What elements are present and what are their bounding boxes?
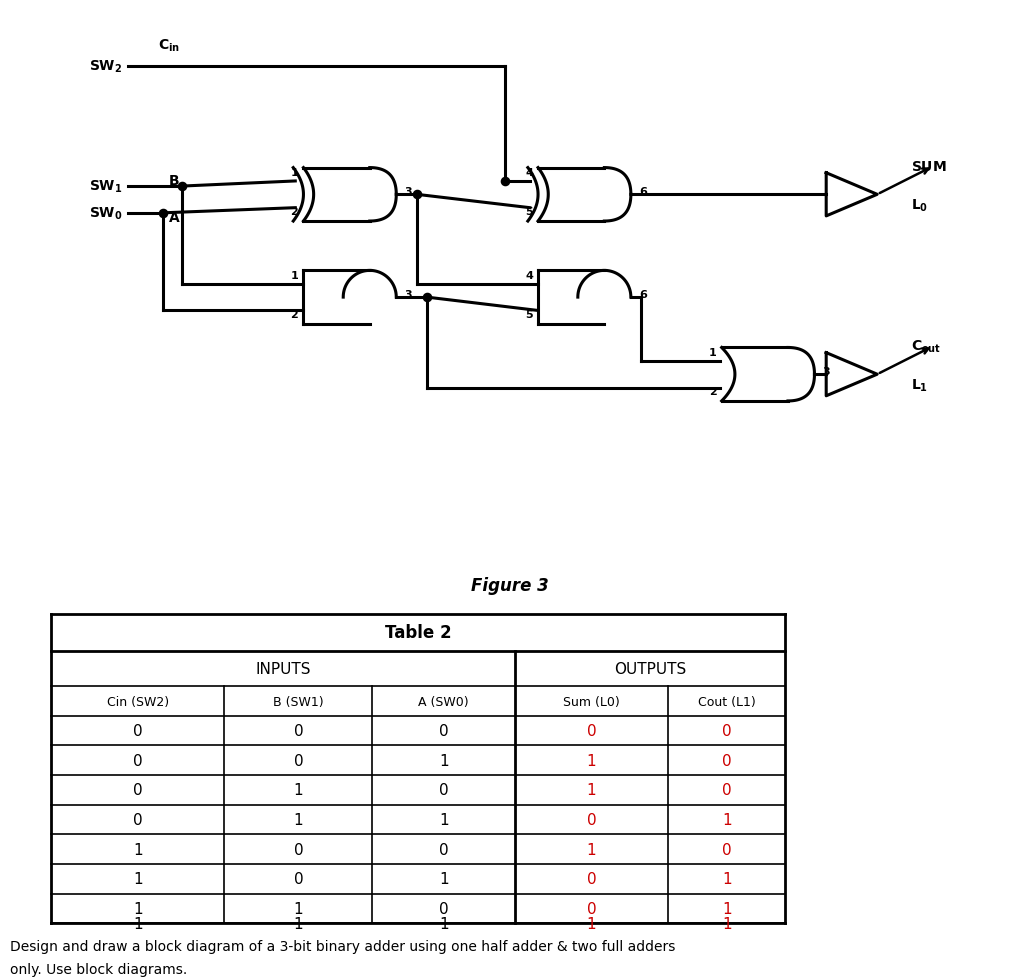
Text: $\mathbf{SW_1}$: $\mathbf{SW_1}$ [89, 179, 122, 195]
Point [409, 188, 425, 203]
Text: 1: 1 [586, 782, 596, 798]
Text: 1: 1 [132, 871, 143, 886]
Text: 0: 0 [438, 782, 448, 798]
Text: 0: 0 [586, 901, 596, 916]
Text: 4: 4 [525, 167, 533, 178]
Text: 0: 0 [438, 901, 448, 916]
Text: 1: 1 [132, 915, 143, 931]
Text: 1: 1 [438, 871, 448, 886]
Text: 1: 1 [438, 812, 448, 827]
Text: 1: 1 [438, 915, 448, 931]
Text: 6: 6 [638, 187, 646, 198]
Text: only. Use block diagrams.: only. Use block diagrams. [10, 962, 187, 976]
Point [419, 290, 435, 306]
Text: 0: 0 [293, 842, 303, 857]
Text: $\mathbf{C_{in}}$: $\mathbf{C_{in}}$ [158, 38, 180, 55]
Text: 1: 1 [290, 167, 299, 178]
Text: 0: 0 [586, 812, 596, 827]
Text: 0: 0 [438, 842, 448, 857]
Text: 1: 1 [586, 842, 596, 857]
Text: 0: 0 [586, 871, 596, 886]
Text: $\mathbf{L_1}$: $\mathbf{L_1}$ [910, 377, 927, 393]
Text: 1: 1 [721, 915, 731, 931]
Text: 1: 1 [721, 812, 731, 827]
Text: Cin (SW2): Cin (SW2) [107, 694, 168, 708]
Text: 6: 6 [638, 289, 646, 300]
Text: 0: 0 [293, 871, 303, 886]
Text: Figure 3: Figure 3 [471, 576, 548, 595]
Text: 0: 0 [438, 724, 448, 738]
Text: 1: 1 [290, 270, 299, 281]
Point [155, 205, 171, 221]
Text: Cout (L1): Cout (L1) [697, 694, 755, 708]
Text: $\mathbf{A}$: $\mathbf{A}$ [168, 210, 180, 225]
Text: 1: 1 [132, 842, 143, 857]
Text: 0: 0 [132, 753, 143, 768]
Text: 2: 2 [290, 206, 299, 216]
Text: 1: 1 [293, 812, 303, 827]
Text: 1: 1 [721, 901, 731, 916]
Text: 1: 1 [293, 901, 303, 916]
Text: 3: 3 [405, 289, 412, 300]
Text: $\mathbf{SUM}$: $\mathbf{SUM}$ [910, 159, 946, 173]
Text: 0: 0 [721, 842, 731, 857]
Text: INPUTS: INPUTS [255, 661, 311, 677]
Text: 0: 0 [132, 812, 143, 827]
Text: $\mathbf{C_{out}}$: $\mathbf{C_{out}}$ [910, 337, 941, 354]
Text: 0: 0 [293, 753, 303, 768]
Text: 1: 1 [293, 782, 303, 798]
Text: 5: 5 [525, 206, 533, 216]
Text: $\mathbf{B}$: $\mathbf{B}$ [168, 174, 179, 188]
Text: 1: 1 [132, 901, 143, 916]
Text: 1: 1 [708, 347, 716, 357]
Text: 4: 4 [525, 270, 533, 281]
Text: 5: 5 [525, 309, 533, 319]
Text: Table 2: Table 2 [384, 624, 451, 642]
Point [497, 174, 513, 190]
Text: 1: 1 [586, 915, 596, 931]
Text: 0: 0 [721, 753, 731, 768]
Text: 0: 0 [132, 782, 143, 798]
Text: A (SW0): A (SW0) [418, 694, 469, 708]
Text: 2: 2 [708, 386, 716, 396]
Text: 1: 1 [721, 871, 731, 886]
Text: 0: 0 [721, 782, 731, 798]
Text: 2: 2 [290, 309, 299, 319]
Text: B (SW1): B (SW1) [273, 694, 323, 708]
Text: OUTPUTS: OUTPUTS [613, 661, 686, 677]
Text: 1: 1 [438, 753, 448, 768]
Text: Design and draw a block diagram of a 3-bit binary adder using one half adder & t: Design and draw a block diagram of a 3-b… [10, 939, 675, 953]
Text: 1: 1 [293, 915, 303, 931]
Text: 3: 3 [405, 187, 412, 198]
Text: 0: 0 [132, 724, 143, 738]
Point [173, 179, 190, 195]
Text: 0: 0 [293, 724, 303, 738]
Text: Sum (L0): Sum (L0) [562, 694, 620, 708]
Text: 0: 0 [586, 724, 596, 738]
Text: 1: 1 [586, 753, 596, 768]
Text: $\mathbf{SW_0}$: $\mathbf{SW_0}$ [89, 205, 122, 222]
Text: 0: 0 [721, 724, 731, 738]
Text: 3: 3 [822, 367, 829, 377]
Text: $\mathbf{L_0}$: $\mathbf{L_0}$ [910, 198, 927, 213]
Text: $\mathbf{SW_2}$: $\mathbf{SW_2}$ [89, 59, 122, 75]
